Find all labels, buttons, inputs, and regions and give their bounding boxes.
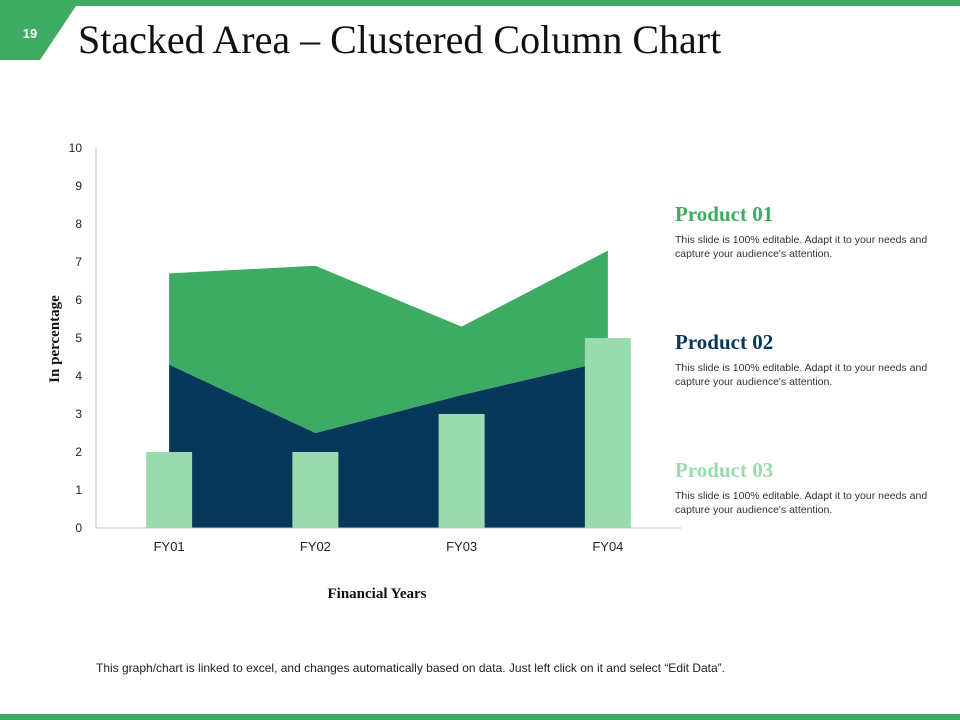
legend-product-02: Product 02 This slide is 100% editable. … xyxy=(675,330,945,389)
slide-number-badge: 19 xyxy=(0,6,76,60)
x-tick-label-fy01: FY01 xyxy=(154,539,185,554)
x-tick-label-fy03: FY03 xyxy=(446,539,477,554)
page-title: Stacked Area – Clustered Column Chart xyxy=(78,17,722,62)
legend-title-product-03: Product 03 xyxy=(675,458,774,482)
x-tick-label-fy04: FY04 xyxy=(592,539,623,554)
x-tick-label-fy02: FY02 xyxy=(300,539,331,554)
y-tick-label: 5 xyxy=(75,331,82,345)
x-axis-label: Financial Years xyxy=(327,586,426,602)
column-layer xyxy=(146,338,631,528)
area-product-01 xyxy=(169,250,608,433)
y-tick-label: 7 xyxy=(75,255,82,269)
bar-fy03 xyxy=(438,414,485,528)
legend-product-01: Product 01 This slide is 100% editable. … xyxy=(675,202,945,261)
legend-product-03: Product 03 This slide is 100% editable. … xyxy=(675,458,945,517)
y-tick-label: 9 xyxy=(75,179,82,193)
y-axis-label: In percentage xyxy=(47,295,63,383)
top-accent-bar xyxy=(0,0,960,6)
bar-fy04 xyxy=(584,338,631,528)
y-tick-label: 0 xyxy=(75,521,82,535)
legend-title-product-01: Product 01 xyxy=(675,202,774,226)
axes-layer xyxy=(95,148,681,529)
y-tick-label: 1 xyxy=(75,483,82,497)
legend-description-product-01: This slide is 100% editable. Adapt it to… xyxy=(675,234,928,260)
area-layer xyxy=(169,250,608,528)
legend-description-product-03: This slide is 100% editable. Adapt it to… xyxy=(675,490,928,516)
area-product-02 xyxy=(169,360,608,528)
bar-fy02 xyxy=(292,452,339,528)
footer-note: This graph/chart is linked to excel, and… xyxy=(96,661,725,675)
y-tick-label: 10 xyxy=(69,141,83,155)
y-tick-label: 6 xyxy=(75,293,82,307)
y-tick-label: 3 xyxy=(75,407,82,421)
y-tick-label: 2 xyxy=(75,445,82,459)
tick-label-layer: 0 1 2 3 4 5 6 7 8 9 10 FY01 FY02 FY03 FY04 xyxy=(69,141,624,554)
y-tick-label: 4 xyxy=(75,369,82,383)
slide-number: 19 xyxy=(22,26,38,41)
legend-title-product-02: Product 02 xyxy=(675,330,774,354)
y-tick-label: 8 xyxy=(75,217,82,231)
bottom-accent-bar xyxy=(0,714,960,720)
bar-fy01 xyxy=(146,452,193,528)
badge-shape xyxy=(0,6,76,60)
legend-description-product-02: This slide is 100% editable. Adapt it to… xyxy=(675,362,928,388)
